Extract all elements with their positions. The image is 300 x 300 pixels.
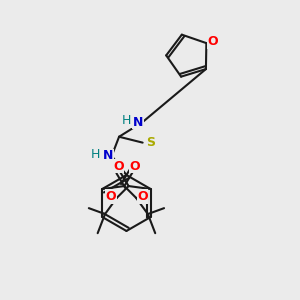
Text: S: S bbox=[146, 136, 155, 149]
Text: N: N bbox=[133, 116, 143, 128]
Text: H: H bbox=[91, 148, 100, 161]
Text: H: H bbox=[122, 114, 131, 127]
Text: O: O bbox=[113, 160, 124, 172]
Text: O: O bbox=[129, 160, 140, 172]
Text: O: O bbox=[106, 190, 116, 203]
Text: O: O bbox=[208, 35, 218, 48]
Text: N: N bbox=[103, 149, 113, 162]
Text: O: O bbox=[137, 190, 148, 203]
